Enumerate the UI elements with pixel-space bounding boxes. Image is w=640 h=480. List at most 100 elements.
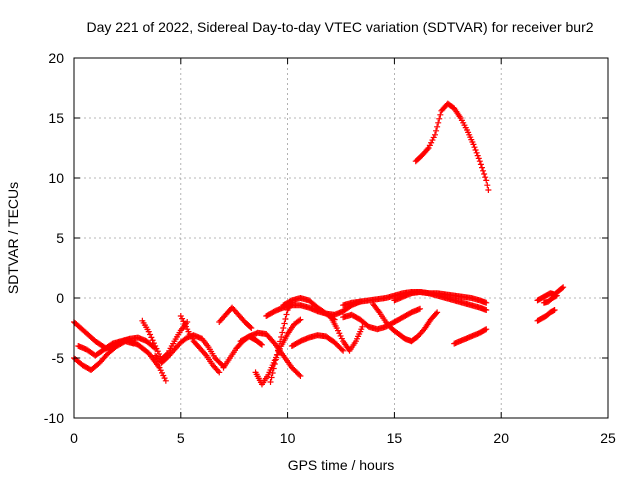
data-point [179, 315, 186, 322]
chart-title: Day 221 of 2022, Sidereal Day-to-day VTE… [86, 19, 593, 35]
series-track-w [534, 307, 558, 324]
data-points [71, 100, 567, 388]
data-point [335, 327, 342, 334]
data-point [333, 325, 340, 331]
series-track-b [71, 338, 137, 373]
data-point [161, 375, 168, 382]
data-point [297, 316, 304, 323]
x-tick-label: 25 [600, 430, 616, 446]
data-point [436, 115, 443, 122]
x-tick-label: 20 [493, 430, 509, 446]
data-point [152, 343, 159, 349]
data-point [475, 155, 482, 162]
data-point [338, 335, 345, 342]
data-point [130, 340, 137, 347]
data-point [156, 364, 163, 371]
axis-ticks [73, 57, 609, 419]
data-point [296, 317, 303, 324]
data-point [296, 371, 303, 378]
series-track-d [139, 317, 191, 363]
data-point [336, 330, 343, 337]
data-point [275, 348, 282, 355]
series-track-i [237, 329, 304, 379]
data-point [270, 365, 277, 372]
data-point [338, 346, 345, 353]
data-point [268, 374, 275, 381]
data-point [147, 331, 154, 338]
data-point [153, 345, 160, 352]
series-track-t [451, 326, 490, 347]
data-point [483, 177, 490, 184]
x-tick-label: 0 [70, 430, 78, 446]
series-track-r [370, 301, 441, 345]
data-point [484, 182, 491, 189]
data-point [474, 152, 481, 159]
data-point [181, 320, 188, 327]
data-point [480, 167, 487, 174]
data-point [267, 379, 274, 385]
x-tick-label: 10 [280, 430, 296, 446]
data-point [434, 309, 441, 316]
data-point [277, 338, 284, 345]
data-point [476, 158, 483, 165]
data-point [359, 323, 366, 330]
data-point [278, 334, 285, 340]
data-point [435, 119, 442, 126]
series-track-o [327, 313, 366, 354]
data-point [180, 318, 187, 325]
y-tick-label: 15 [48, 110, 64, 126]
data-point [154, 348, 161, 355]
series-track-f [177, 313, 223, 376]
data-point [148, 334, 155, 341]
data-point [478, 164, 485, 171]
data-point [257, 341, 264, 347]
data-point [248, 325, 255, 331]
series-track-u [412, 100, 492, 193]
data-point [483, 299, 490, 306]
data-point [481, 171, 488, 177]
x-tick-label: 15 [387, 430, 403, 446]
data-point [297, 373, 304, 379]
y-tick-label: 0 [56, 290, 64, 306]
data-point [162, 377, 169, 384]
series-track-s [391, 289, 490, 313]
series-track-x [540, 292, 560, 306]
data-point [216, 369, 223, 376]
data-point [160, 372, 167, 379]
y-tick-label: 10 [48, 170, 64, 186]
y-tick-label: -10 [44, 410, 64, 426]
data-point [337, 332, 344, 339]
data-point [274, 347, 281, 354]
data-point [482, 174, 489, 181]
data-point [281, 320, 288, 327]
data-point [433, 310, 440, 317]
series-track-h [216, 304, 255, 331]
data-point [272, 356, 279, 363]
data-point [145, 328, 152, 335]
y-tick-label: 20 [48, 50, 64, 66]
data-point [159, 369, 166, 376]
data-point [434, 123, 441, 130]
y-tick-label: 5 [56, 230, 64, 246]
data-point [473, 149, 480, 156]
data-point [471, 144, 478, 151]
axis-tick-labels: 0 5 10 15 20 25 -10 -5 0 5 10 15 20 [44, 50, 616, 446]
series-track-m [288, 332, 347, 354]
data-point [258, 341, 265, 348]
data-point [553, 292, 560, 299]
data-point [559, 285, 566, 292]
data-point [283, 311, 290, 318]
data-point [157, 367, 164, 374]
data-point [417, 305, 424, 312]
data-point [483, 307, 490, 313]
x-tick-label: 5 [177, 430, 185, 446]
data-point [177, 313, 184, 319]
data-point [485, 187, 492, 193]
data-point [279, 329, 286, 336]
series-track-j [252, 316, 304, 388]
data-point [472, 147, 479, 153]
data-point [470, 141, 477, 148]
data-point [429, 137, 436, 144]
